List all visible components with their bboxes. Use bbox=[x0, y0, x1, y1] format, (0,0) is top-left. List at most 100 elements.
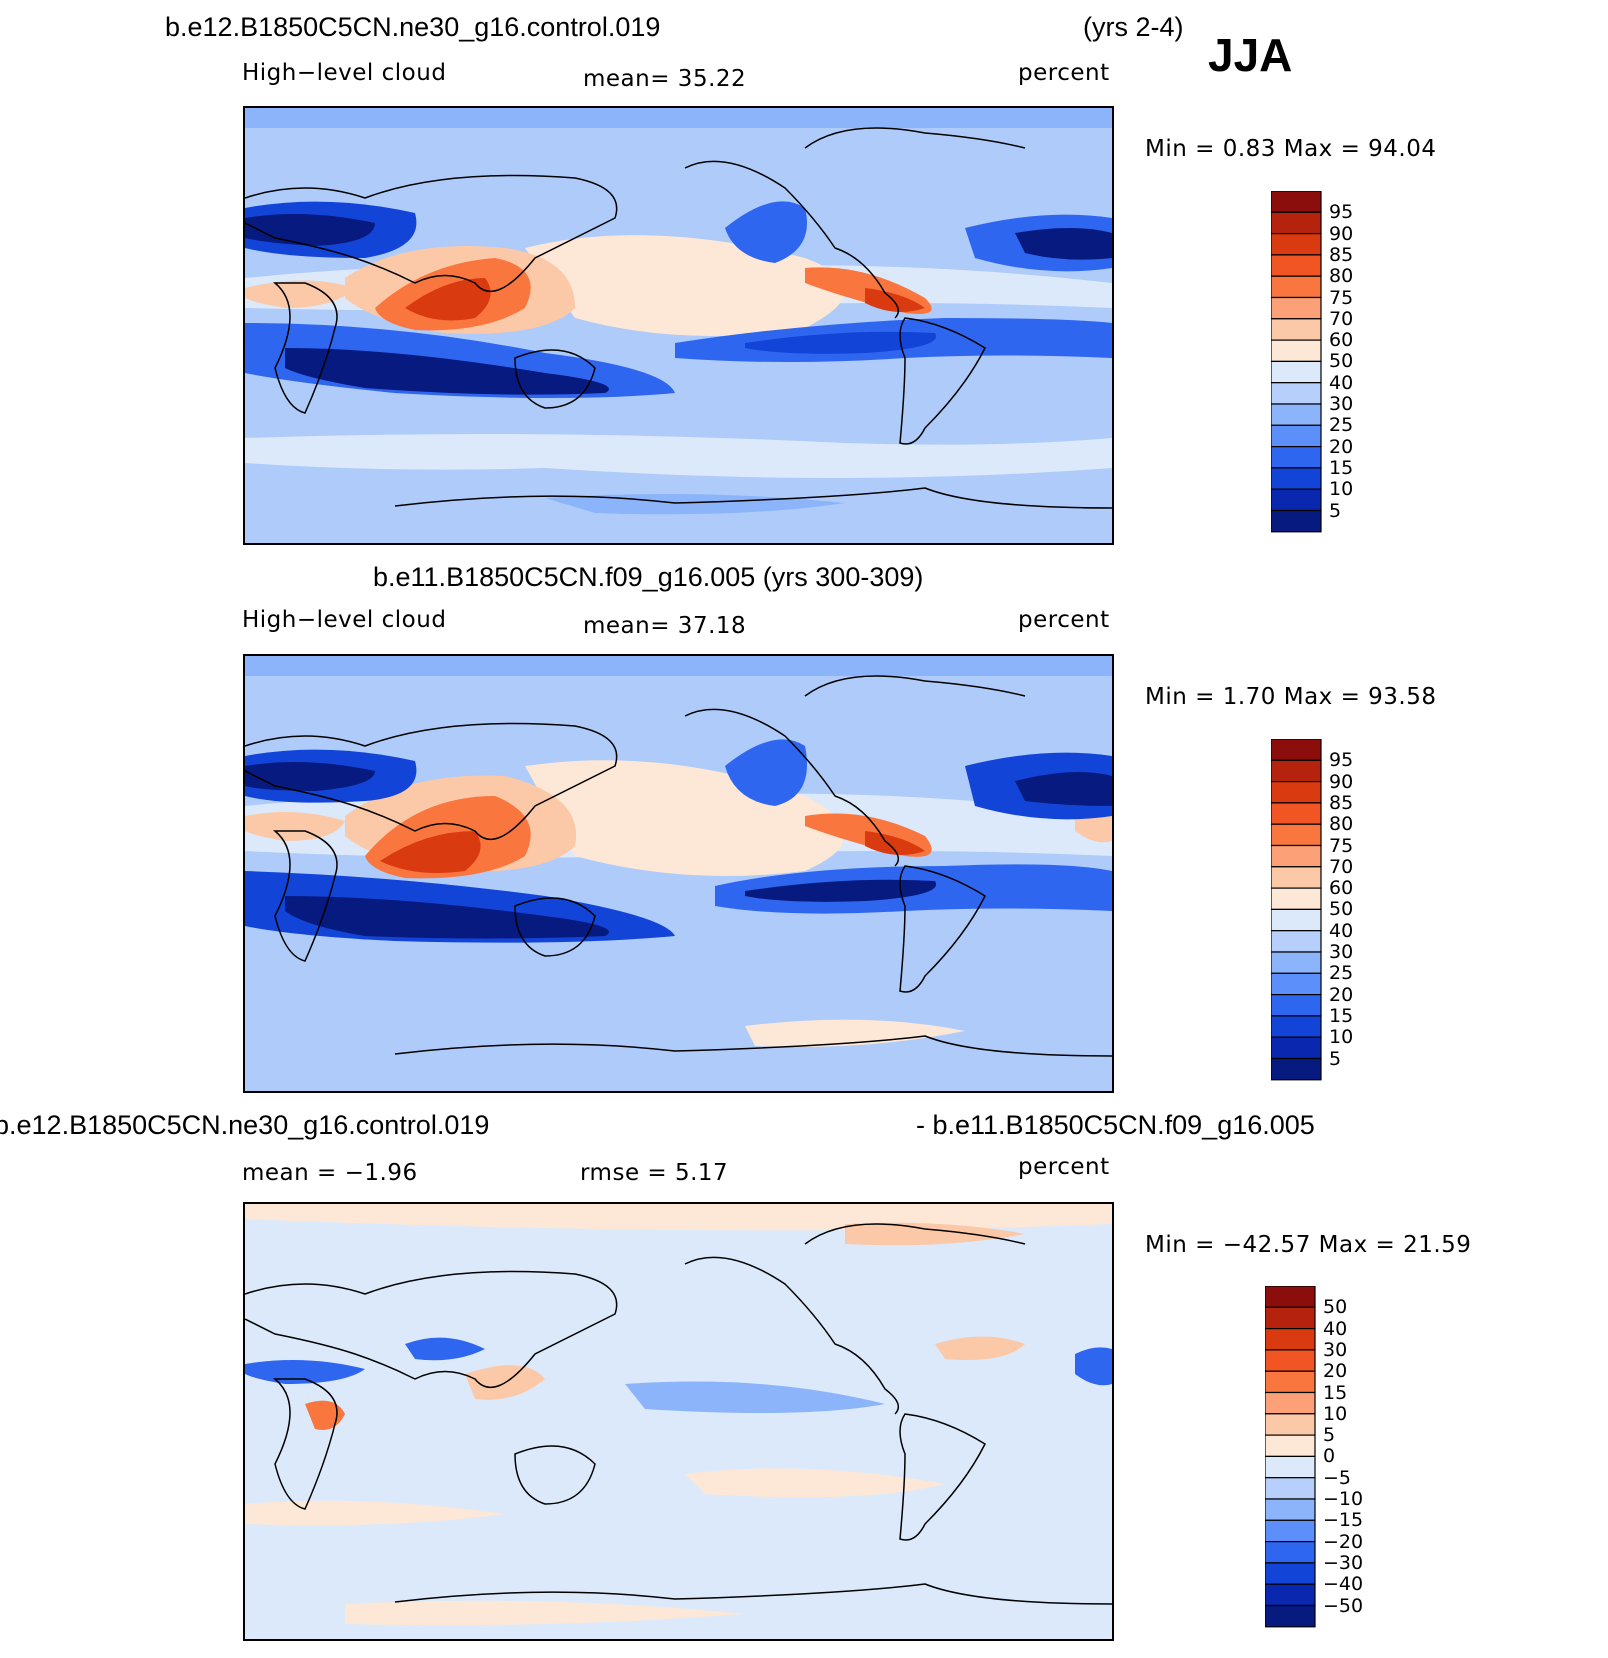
colorbar-tick-label: 90 bbox=[1329, 222, 1354, 245]
panel3-map bbox=[243, 1202, 1114, 1641]
panel2-colorbar: 95 90 85 80 75 70 60 50 40 30 25 20 15 10 5 bbox=[1271, 739, 1371, 1084]
colorbar-tick-label: 95 bbox=[1329, 201, 1354, 224]
colorbar-swatch bbox=[1271, 887, 1322, 911]
colorbar-swatch bbox=[1265, 1413, 1316, 1436]
colorbar-tick-label: 5 bbox=[1329, 499, 1342, 522]
colorbar-tick-label: 30 bbox=[1323, 1338, 1348, 1361]
panel1-minmax: Min = 0.83 Max = 94.04 bbox=[1145, 136, 1437, 162]
colorbar-swatch bbox=[1265, 1583, 1316, 1607]
colorbar-swatch bbox=[1271, 1015, 1322, 1038]
panel3-title-right: - b.e11.B1850C5CN.f09_g16.005 bbox=[916, 1110, 1315, 1140]
panel1-map bbox=[243, 106, 1114, 545]
colorbar-swatch bbox=[1271, 318, 1322, 341]
colorbar-swatch bbox=[1271, 296, 1322, 320]
colorbar-swatch bbox=[1265, 1541, 1316, 1564]
colorbar-tick-label: 70 bbox=[1329, 307, 1354, 330]
colorbar-swatch bbox=[1271, 403, 1322, 426]
colorbar-swatch bbox=[1271, 339, 1322, 363]
panel1-years: (yrs 2-4) bbox=[1083, 12, 1184, 42]
colorbar-swatch bbox=[1271, 844, 1322, 868]
panel1-title: b.e12.B1850C5CN.ne30_g16.control.019 bbox=[165, 12, 661, 42]
colorbar-tick-label: 95 bbox=[1329, 749, 1354, 772]
colorbar-tick-label: −30 bbox=[1323, 1551, 1364, 1574]
colorbar-swatch bbox=[1271, 360, 1322, 384]
colorbar-tick-label: 80 bbox=[1329, 813, 1354, 836]
colorbar-tick-label: −40 bbox=[1323, 1573, 1364, 1596]
colorbar-swatch bbox=[1271, 739, 1322, 761]
colorbar-swatch bbox=[1271, 509, 1322, 533]
colorbar-swatch bbox=[1265, 1455, 1316, 1479]
colorbar-tick-label: 40 bbox=[1329, 919, 1354, 942]
colorbar-tick-label: 30 bbox=[1329, 941, 1354, 963]
colorbar-tick-label: 50 bbox=[1329, 898, 1354, 921]
colorbar-tick-label: 5 bbox=[1323, 1424, 1336, 1447]
colorbar-tick-label: 20 bbox=[1329, 435, 1354, 458]
colorbar-tick-label: 90 bbox=[1329, 770, 1354, 793]
panel3-rmse: rmse = 5.17 bbox=[580, 1160, 729, 1186]
colorbar-tick-label: 80 bbox=[1329, 265, 1354, 288]
colorbar-swatch bbox=[1271, 823, 1322, 847]
panel2-minmax: Min = 1.70 Max = 93.58 bbox=[1145, 684, 1437, 710]
colorbar-swatch bbox=[1265, 1370, 1316, 1394]
panel1-colorbar: 95 90 85 80 75 70 60 50 40 30 25 20 15 10 5 bbox=[1271, 191, 1371, 536]
colorbar-tick-label: 25 bbox=[1329, 414, 1354, 437]
colorbar-swatch bbox=[1271, 275, 1322, 299]
panel3-title-left: b.e12.B1850C5CN.ne30_g16.control.019 bbox=[0, 1110, 490, 1140]
colorbar-swatch bbox=[1271, 994, 1322, 1017]
colorbar-swatch bbox=[1265, 1306, 1316, 1330]
colorbar-swatch bbox=[1271, 211, 1322, 235]
colorbar-tick-label: 5 bbox=[1329, 1047, 1342, 1070]
colorbar-swatch bbox=[1271, 382, 1322, 405]
panel1-units: percent bbox=[1018, 60, 1110, 86]
colorbar-swatch bbox=[1265, 1562, 1316, 1585]
colorbar-swatch bbox=[1265, 1434, 1316, 1458]
colorbar-tick-label: −5 bbox=[1323, 1466, 1352, 1489]
colorbar-tick-label: 75 bbox=[1329, 834, 1354, 857]
colorbar-swatch bbox=[1271, 232, 1322, 256]
colorbar-swatch bbox=[1271, 951, 1322, 974]
colorbar-tick-label: 60 bbox=[1329, 877, 1354, 900]
colorbar-tick-label: 10 bbox=[1329, 1026, 1354, 1049]
colorbar-swatch bbox=[1271, 446, 1322, 469]
colorbar-tick-label: 75 bbox=[1329, 286, 1354, 309]
colorbar-tick-label: 20 bbox=[1323, 1360, 1348, 1383]
colorbar-tick-label: 20 bbox=[1329, 983, 1354, 1006]
colorbar-swatch bbox=[1271, 972, 1322, 996]
panel2-variable: High−level cloud bbox=[242, 607, 447, 633]
colorbar-tick-label: 15 bbox=[1329, 1004, 1354, 1027]
colorbar-swatch bbox=[1265, 1477, 1316, 1500]
colorbar-tick-label: 30 bbox=[1329, 393, 1354, 415]
colorbar-swatch bbox=[1265, 1349, 1316, 1372]
colorbar-swatch bbox=[1265, 1327, 1316, 1351]
panel2-title: b.e11.B1850C5CN.f09_g16.005 (yrs 300-309… bbox=[373, 562, 924, 592]
colorbar-swatch bbox=[1265, 1286, 1316, 1308]
colorbar-tick-label: −50 bbox=[1323, 1594, 1364, 1617]
panel1-variable: High−level cloud bbox=[242, 60, 447, 86]
panel2-map bbox=[243, 654, 1114, 1093]
panel2-mean: mean= 37.18 bbox=[583, 613, 747, 639]
panel3-colorbar: 50 40 30 20 15 10 5 0 −5 −10 −15 −20 −30 −40 −50 bbox=[1265, 1286, 1375, 1631]
colorbar-tick-label: 85 bbox=[1329, 243, 1354, 266]
panel1-mean: mean= 35.22 bbox=[583, 66, 747, 92]
colorbar-swatch bbox=[1271, 254, 1322, 277]
colorbar-swatch bbox=[1271, 866, 1322, 889]
colorbar-swatch bbox=[1271, 802, 1322, 825]
colorbar-swatch bbox=[1271, 1057, 1322, 1081]
colorbar-tick-label: −10 bbox=[1323, 1488, 1364, 1510]
colorbar-swatch bbox=[1271, 908, 1322, 932]
colorbar-swatch bbox=[1271, 1036, 1322, 1060]
colorbar-swatch bbox=[1271, 930, 1322, 953]
colorbar-tick-label: 0 bbox=[1323, 1445, 1336, 1468]
colorbar-swatch bbox=[1271, 780, 1322, 804]
panel2-units: percent bbox=[1018, 607, 1110, 633]
panel3-mean: mean = −1.96 bbox=[242, 1160, 418, 1186]
colorbar-tick-label: 70 bbox=[1329, 855, 1354, 878]
colorbar-tick-label: −20 bbox=[1323, 1530, 1364, 1553]
colorbar-swatch bbox=[1265, 1391, 1316, 1415]
colorbar-swatch bbox=[1271, 424, 1322, 448]
panel3-minmax: Min = −42.57 Max = 21.59 bbox=[1145, 1232, 1472, 1258]
colorbar-tick-label: 40 bbox=[1323, 1317, 1348, 1340]
colorbar-tick-label: 25 bbox=[1329, 962, 1354, 985]
colorbar-tick-label: 10 bbox=[1323, 1402, 1348, 1425]
colorbar-tick-label: 10 bbox=[1329, 478, 1354, 501]
